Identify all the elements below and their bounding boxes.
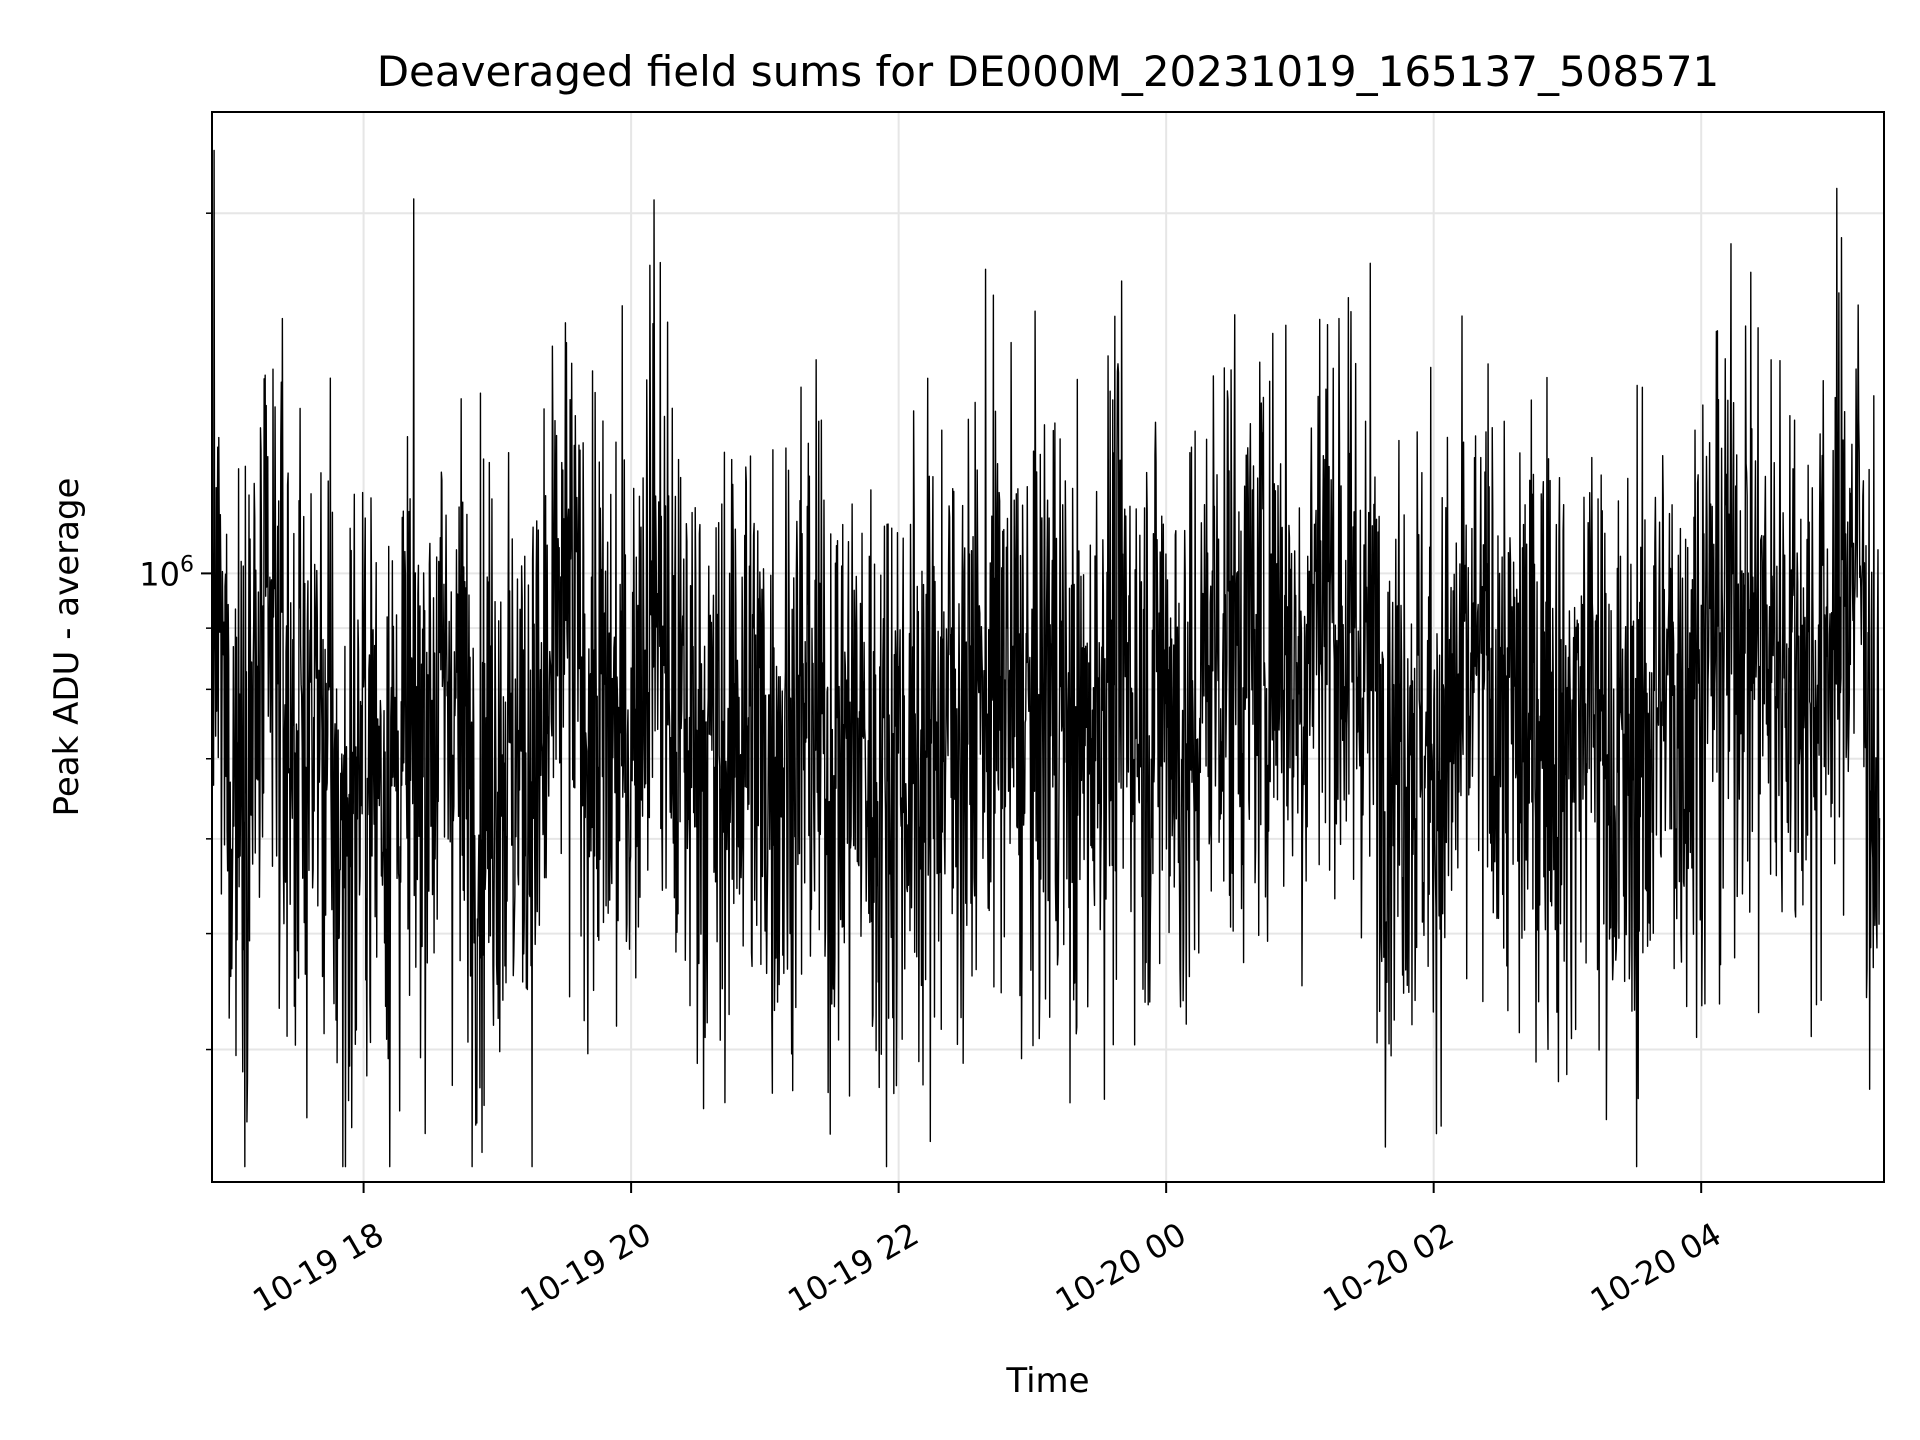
x-tick-label: 10-19 20 xyxy=(514,1215,658,1320)
x-tick-label: 10-19 18 xyxy=(246,1215,390,1320)
x-tick-label: 10-20 00 xyxy=(1049,1215,1193,1320)
y-axis-label: Peak ADU - average xyxy=(47,478,87,817)
y-tick-label: 106 xyxy=(139,552,194,593)
series-layer xyxy=(211,149,1881,1168)
x-tick-label: 10-19 22 xyxy=(781,1215,925,1320)
x-tick-label: 10-20 02 xyxy=(1316,1215,1460,1320)
chart-title: Deaveraged field sums for DE000M_2023101… xyxy=(377,47,1720,96)
x-axis-label: Time xyxy=(1005,1361,1089,1401)
x-tick-label: 10-20 04 xyxy=(1584,1215,1728,1320)
plot-frame xyxy=(211,111,1885,1183)
series-line xyxy=(211,149,1881,1168)
